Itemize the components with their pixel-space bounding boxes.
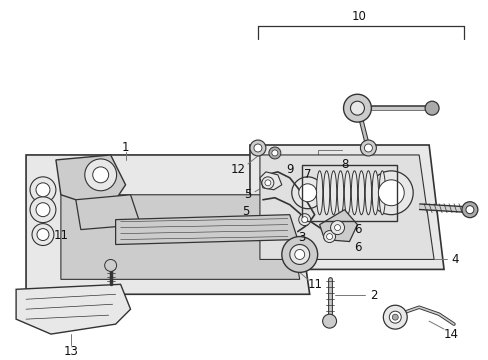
- Ellipse shape: [371, 171, 378, 215]
- Circle shape: [36, 203, 50, 217]
- Text: 12: 12: [230, 163, 245, 176]
- Ellipse shape: [323, 171, 329, 215]
- Circle shape: [334, 225, 340, 231]
- Polygon shape: [260, 155, 433, 260]
- Text: 14: 14: [443, 328, 458, 341]
- Text: 9: 9: [285, 163, 293, 176]
- Circle shape: [465, 206, 473, 214]
- Polygon shape: [249, 145, 443, 269]
- Text: 6: 6: [353, 223, 361, 236]
- Circle shape: [93, 167, 108, 183]
- Polygon shape: [260, 172, 281, 190]
- Text: 13: 13: [63, 345, 78, 357]
- Text: 6: 6: [353, 241, 361, 254]
- Text: 3: 3: [297, 231, 305, 244]
- Circle shape: [104, 260, 116, 271]
- Circle shape: [322, 314, 336, 328]
- Ellipse shape: [378, 171, 385, 215]
- Polygon shape: [115, 215, 297, 244]
- Circle shape: [30, 177, 56, 203]
- Text: 8: 8: [340, 158, 347, 171]
- Ellipse shape: [365, 171, 371, 215]
- Circle shape: [262, 177, 273, 189]
- Text: 5: 5: [244, 188, 251, 201]
- Circle shape: [298, 184, 316, 202]
- Circle shape: [343, 94, 370, 122]
- Ellipse shape: [316, 171, 322, 215]
- Circle shape: [289, 244, 309, 265]
- Circle shape: [281, 237, 317, 273]
- Circle shape: [268, 147, 280, 159]
- Circle shape: [298, 214, 310, 226]
- Text: 2: 2: [369, 289, 376, 302]
- Polygon shape: [56, 155, 125, 205]
- Circle shape: [264, 180, 270, 186]
- Circle shape: [326, 234, 332, 239]
- Circle shape: [253, 144, 262, 152]
- Text: 5: 5: [242, 205, 249, 218]
- Circle shape: [378, 180, 404, 206]
- Circle shape: [30, 197, 56, 222]
- Circle shape: [350, 101, 364, 115]
- Circle shape: [360, 140, 376, 156]
- Circle shape: [383, 305, 407, 329]
- Polygon shape: [319, 210, 357, 242]
- Text: 1: 1: [122, 141, 129, 154]
- Circle shape: [388, 311, 401, 323]
- Text: 11: 11: [307, 278, 323, 291]
- Circle shape: [364, 144, 372, 152]
- Circle shape: [368, 171, 412, 215]
- Polygon shape: [16, 284, 130, 334]
- Ellipse shape: [337, 171, 343, 215]
- Polygon shape: [26, 155, 309, 294]
- Text: 11: 11: [53, 229, 68, 242]
- Ellipse shape: [330, 171, 336, 215]
- Circle shape: [249, 140, 265, 156]
- Circle shape: [424, 101, 438, 115]
- Circle shape: [36, 183, 50, 197]
- Circle shape: [461, 202, 477, 218]
- Circle shape: [294, 249, 304, 260]
- Circle shape: [37, 229, 49, 240]
- Circle shape: [291, 177, 323, 209]
- Circle shape: [32, 224, 54, 246]
- Text: 10: 10: [351, 10, 366, 23]
- Text: 4: 4: [450, 253, 458, 266]
- Circle shape: [271, 150, 277, 156]
- Circle shape: [391, 314, 397, 320]
- Polygon shape: [76, 195, 140, 230]
- Text: 7: 7: [304, 168, 311, 181]
- Ellipse shape: [358, 171, 364, 215]
- Circle shape: [301, 217, 307, 222]
- Ellipse shape: [344, 171, 350, 215]
- Ellipse shape: [350, 171, 357, 215]
- Circle shape: [323, 231, 335, 243]
- Polygon shape: [61, 195, 299, 279]
- Circle shape: [330, 221, 344, 235]
- Circle shape: [84, 159, 116, 191]
